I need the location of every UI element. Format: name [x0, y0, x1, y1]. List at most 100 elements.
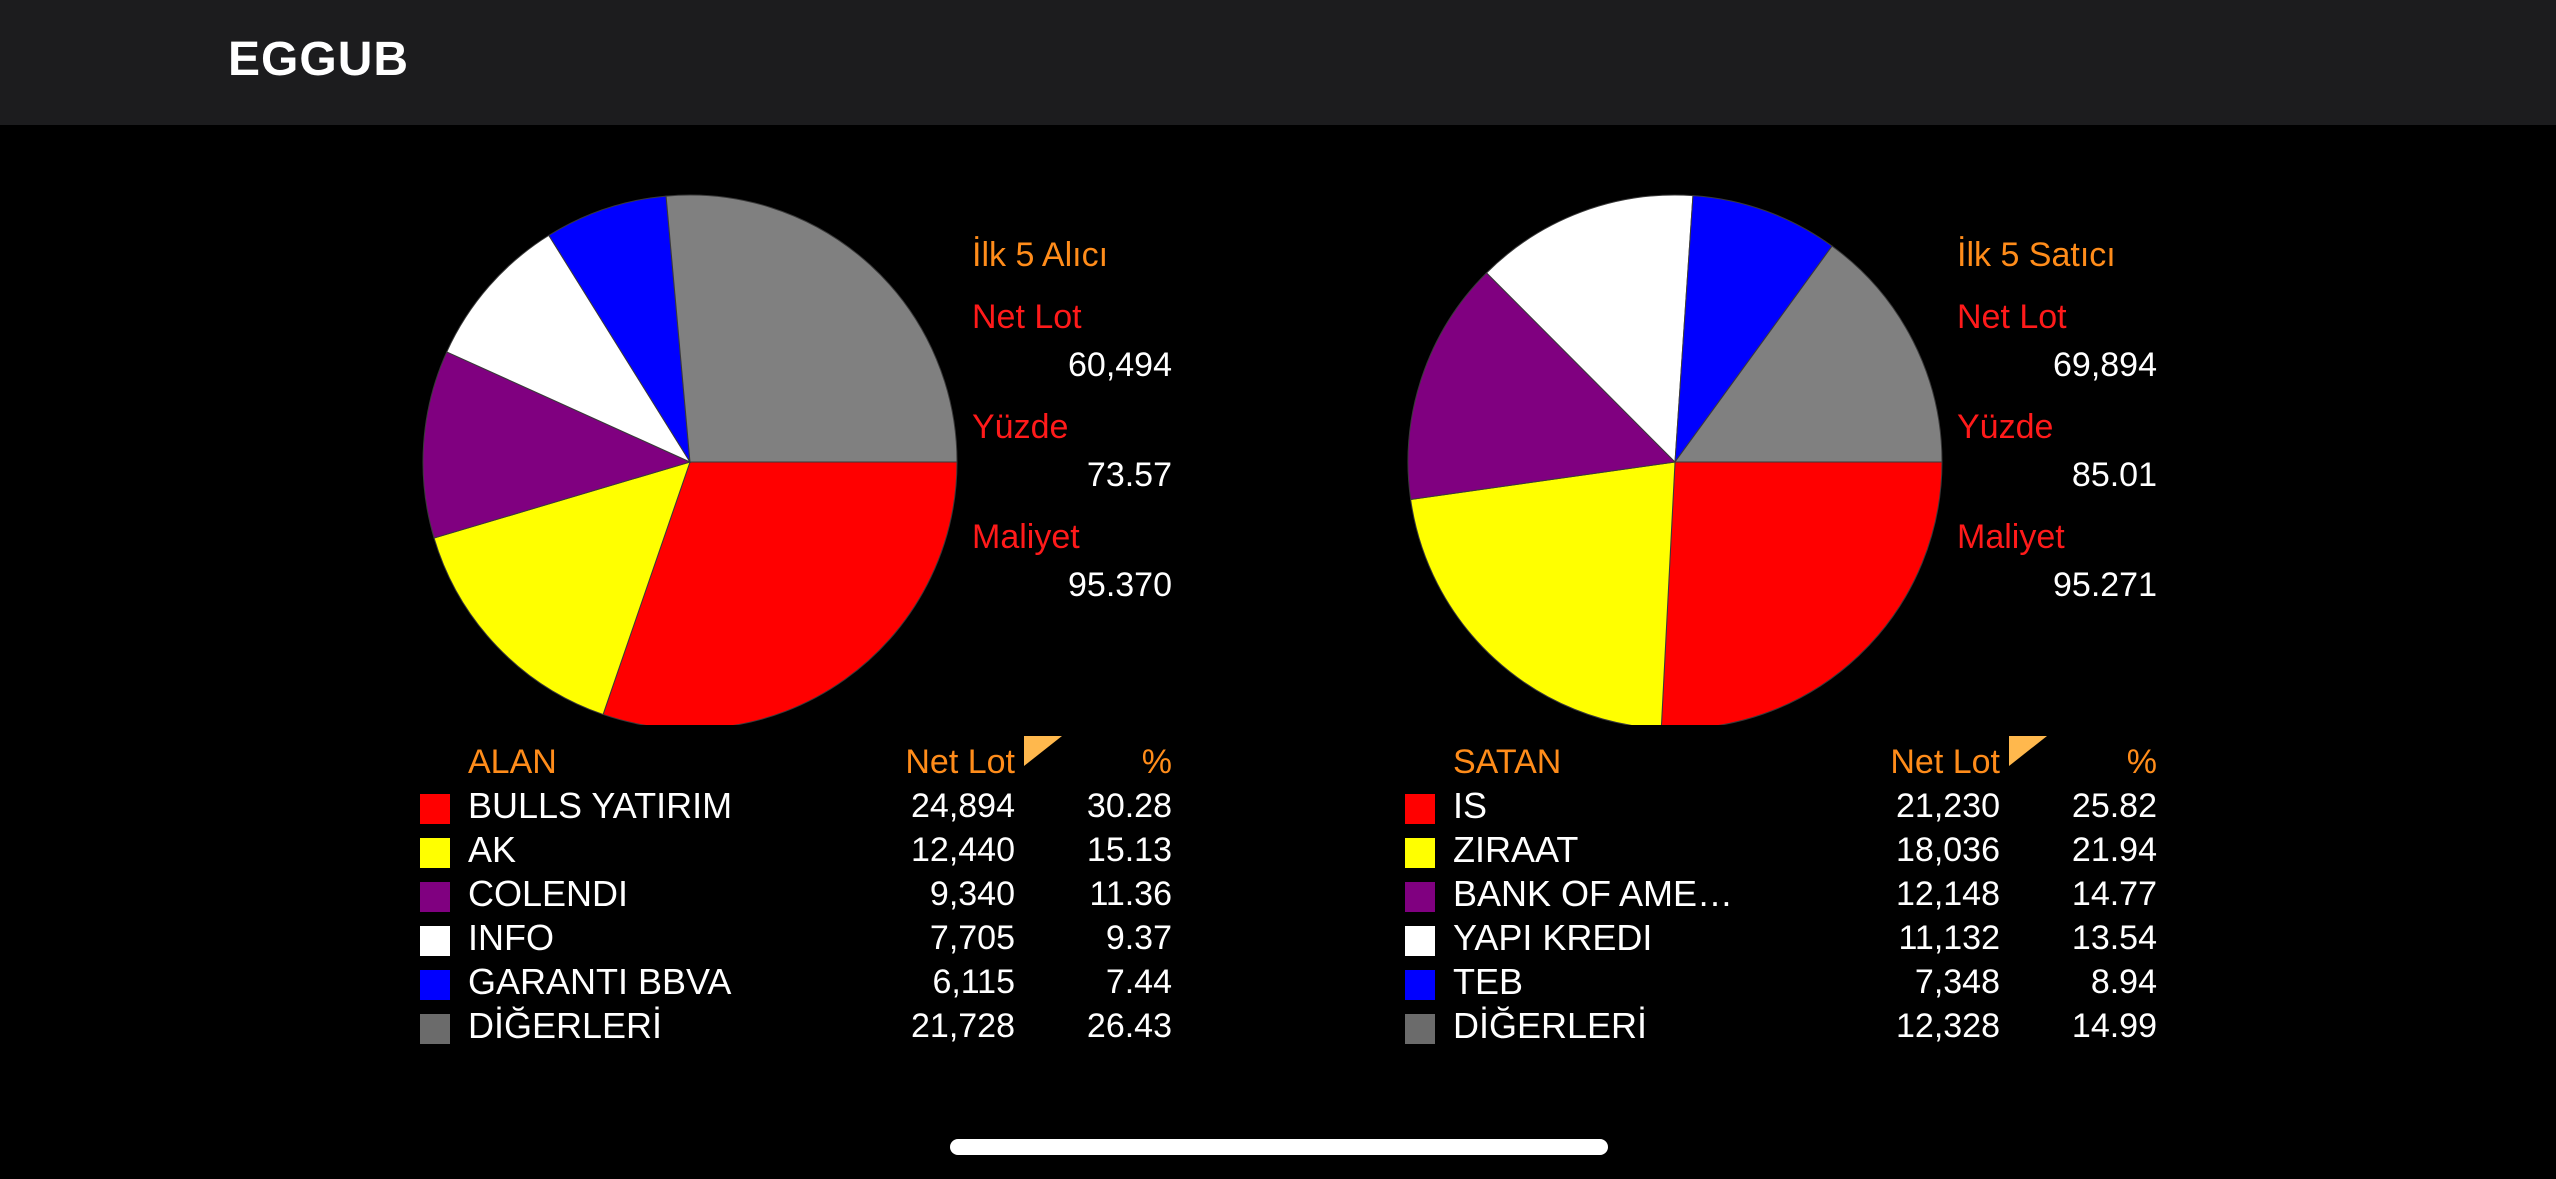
sellers-pie-chart: [1407, 194, 1943, 725]
color-swatch: [420, 794, 450, 824]
color-swatch: [420, 838, 450, 868]
buyers-summary: İlk 5 Alıcı Net Lot 60,494 Yüzde 73.57 M…: [972, 235, 1172, 627]
broker-percent: 9.37: [1105, 919, 1172, 957]
broker-name: BANK OF AME…: [1453, 873, 1734, 914]
broker-name: INFO: [468, 917, 554, 958]
color-swatch: [1405, 1014, 1435, 1044]
broker-percent: 14.77: [2071, 875, 2157, 913]
home-indicator[interactable]: [950, 1139, 1608, 1155]
column-net-lot[interactable]: Net Lot: [1890, 743, 2000, 781]
cost-value: 95.271: [2053, 566, 2157, 604]
pie-slice-4[interactable]: [1485, 194, 1694, 464]
column-percent[interactable]: %: [1141, 743, 1172, 781]
symbol-title: EGGUB: [228, 33, 410, 86]
cost-label: Maliyet: [1957, 518, 2065, 556]
color-swatch: [1405, 970, 1435, 1000]
broker-net-lot: 12,440: [911, 831, 1015, 869]
percent-value: 73.57: [1086, 456, 1172, 494]
summary-title: İlk 5 Satıcı: [1957, 236, 2116, 274]
pie-slice-3[interactable]: [1407, 272, 1677, 501]
table-row[interactable]: BULLS YATIRIM 24,894 30.28: [420, 784, 1180, 828]
net-lot-label: Net Lot: [1957, 298, 2067, 336]
color-swatch: [1405, 926, 1435, 956]
net-lot-value: 69,894: [2053, 346, 2157, 384]
column-name: ALAN: [468, 743, 557, 781]
broker-name: TEB: [1453, 961, 1524, 1002]
column-net-lot[interactable]: Net Lot: [905, 743, 1015, 781]
broker-net-lot: 21,230: [1896, 787, 2000, 825]
sellers-panel: İlk 5 Satıcı Net Lot 69,894 Yüzde 85.01 …: [1400, 125, 2460, 1085]
pie-slice-6[interactable]: [665, 194, 958, 463]
broker-name: COLENDI: [468, 873, 629, 914]
color-swatch: [420, 1014, 450, 1044]
sellers-table: SATAN Net Lot % IS 21,230 25.82 ZIRAAT 1…: [1405, 736, 2165, 1048]
broker-name: YAPI KREDI: [1453, 917, 1653, 958]
broker-name: DİĞERLERİ: [468, 1005, 663, 1046]
net-lot-label: Net Lot: [972, 298, 1082, 336]
pie-slice-3[interactable]: [422, 351, 692, 539]
table-row[interactable]: BANK OF AME… 12,148 14.77: [1405, 872, 2165, 916]
broker-net-lot: 9,340: [929, 875, 1015, 913]
color-swatch: [420, 882, 450, 912]
column-percent[interactable]: %: [2126, 743, 2157, 781]
buyers-panel: İlk 5 Alıcı Net Lot 60,494 Yüzde 73.57 M…: [415, 125, 1475, 1085]
color-swatch: [420, 970, 450, 1000]
broker-net-lot: 6,115: [932, 963, 1015, 1001]
table-header: ALAN Net Lot %: [420, 736, 1180, 784]
broker-net-lot: 11,132: [1898, 919, 2000, 957]
summary-title: İlk 5 Alıcı: [972, 236, 1109, 274]
column-name: SATAN: [1453, 743, 1562, 781]
table-row[interactable]: DİĞERLERİ 12,328 14.99: [1405, 1004, 2165, 1048]
pie-slice-2[interactable]: [1410, 461, 1676, 725]
pie-slice-6[interactable]: [1674, 245, 1943, 463]
table-row[interactable]: INFO 7,705 9.37: [420, 916, 1180, 960]
broker-net-lot: 24,894: [911, 787, 1015, 825]
table-header: SATAN Net Lot %: [1405, 736, 2165, 784]
broker-percent: 14.99: [2071, 1007, 2157, 1045]
pie-slice-2[interactable]: [433, 461, 691, 716]
broker-name: ZIRAAT: [1453, 829, 1579, 870]
broker-name: GARANTI BBVA: [468, 961, 732, 1002]
broker-name: BULLS YATIRIM: [468, 785, 733, 826]
broker-net-lot: 12,328: [1896, 1007, 2000, 1045]
broker-net-lot: 18,036: [1896, 831, 2000, 869]
broker-percent: 21.94: [2071, 831, 2157, 869]
color-swatch: [1405, 882, 1435, 912]
pie-slice-5[interactable]: [548, 195, 691, 463]
sort-indicator-icon[interactable]: [2009, 736, 2047, 766]
table-row[interactable]: IS 21,230 25.82: [1405, 784, 2165, 828]
table-row[interactable]: TEB 7,348 8.94: [1405, 960, 2165, 1004]
color-swatch: [420, 926, 450, 956]
table-row[interactable]: ZIRAAT 18,036 21.94: [1405, 828, 2165, 872]
pie-slice-4[interactable]: [446, 234, 692, 464]
buyers-pie-chart: [422, 194, 958, 725]
table-row[interactable]: AK 12,440 15.13: [420, 828, 1180, 872]
cost-value: 95.370: [1068, 566, 1172, 604]
broker-net-lot: 12,148: [1896, 875, 2000, 913]
net-lot-value: 60,494: [1068, 346, 1172, 384]
broker-percent: 11.36: [1089, 875, 1172, 913]
broker-net-lot: 7,705: [929, 919, 1015, 957]
table-row[interactable]: COLENDI 9,340 11.36: [420, 872, 1180, 916]
broker-name: IS: [1453, 785, 1488, 826]
table-row[interactable]: YAPI KREDI 11,132 13.54: [1405, 916, 2165, 960]
broker-percent: 30.28: [1086, 787, 1172, 825]
broker-net-lot: 7,348: [1914, 963, 2000, 1001]
table-row[interactable]: GARANTI BBVA 6,115 7.44: [420, 960, 1180, 1004]
broker-net-lot: 21,728: [911, 1007, 1015, 1045]
pie-slice-5[interactable]: [1674, 195, 1833, 464]
broker-percent: 7.44: [1105, 963, 1172, 1001]
percent-value: 85.01: [2071, 456, 2157, 494]
color-swatch: [1405, 838, 1435, 868]
pie-slice-1[interactable]: [1660, 461, 1943, 725]
broker-percent: 26.43: [1086, 1007, 1172, 1045]
sellers-summary: İlk 5 Satıcı Net Lot 69,894 Yüzde 85.01 …: [1957, 235, 2157, 627]
cost-label: Maliyet: [972, 518, 1080, 556]
broker-name: AK: [468, 829, 517, 870]
sort-indicator-icon[interactable]: [1024, 736, 1062, 766]
pie-slice-1[interactable]: [602, 461, 958, 725]
color-swatch: [1405, 794, 1435, 824]
table-row[interactable]: DİĞERLERİ 21,728 26.43: [420, 1004, 1180, 1048]
broker-percent: 13.54: [2071, 919, 2157, 957]
broker-percent: 15.13: [1086, 831, 1172, 869]
